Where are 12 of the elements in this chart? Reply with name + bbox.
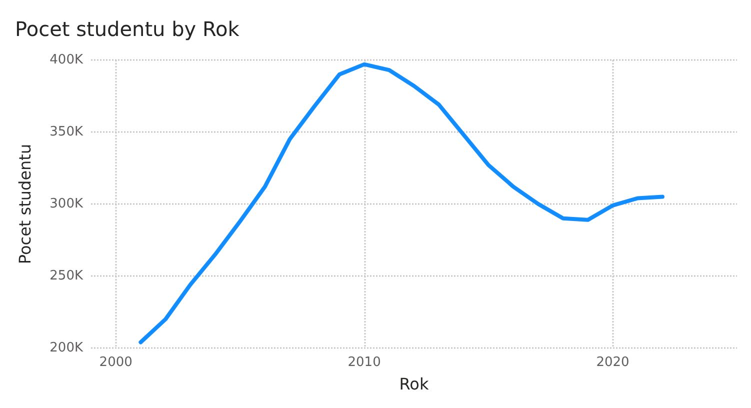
chart-title: Pocet studentu by Rok bbox=[15, 17, 240, 41]
y-tick-label: 300K bbox=[50, 196, 84, 212]
y-tick-label: 250K bbox=[50, 268, 84, 284]
y-axis-title: Pocet studentu bbox=[16, 144, 34, 264]
y-tick-label: 400K bbox=[50, 52, 84, 68]
line-series bbox=[138, 62, 664, 344]
x-tick-label: 2020 bbox=[596, 355, 630, 370]
y-tick-label: 200K bbox=[50, 340, 84, 356]
x-tick-label: 2010 bbox=[348, 355, 381, 370]
x-axis-title: Rok bbox=[399, 374, 430, 394]
x-tick-label: 2000 bbox=[99, 355, 132, 370]
y-tick-label: 350K bbox=[50, 124, 84, 140]
